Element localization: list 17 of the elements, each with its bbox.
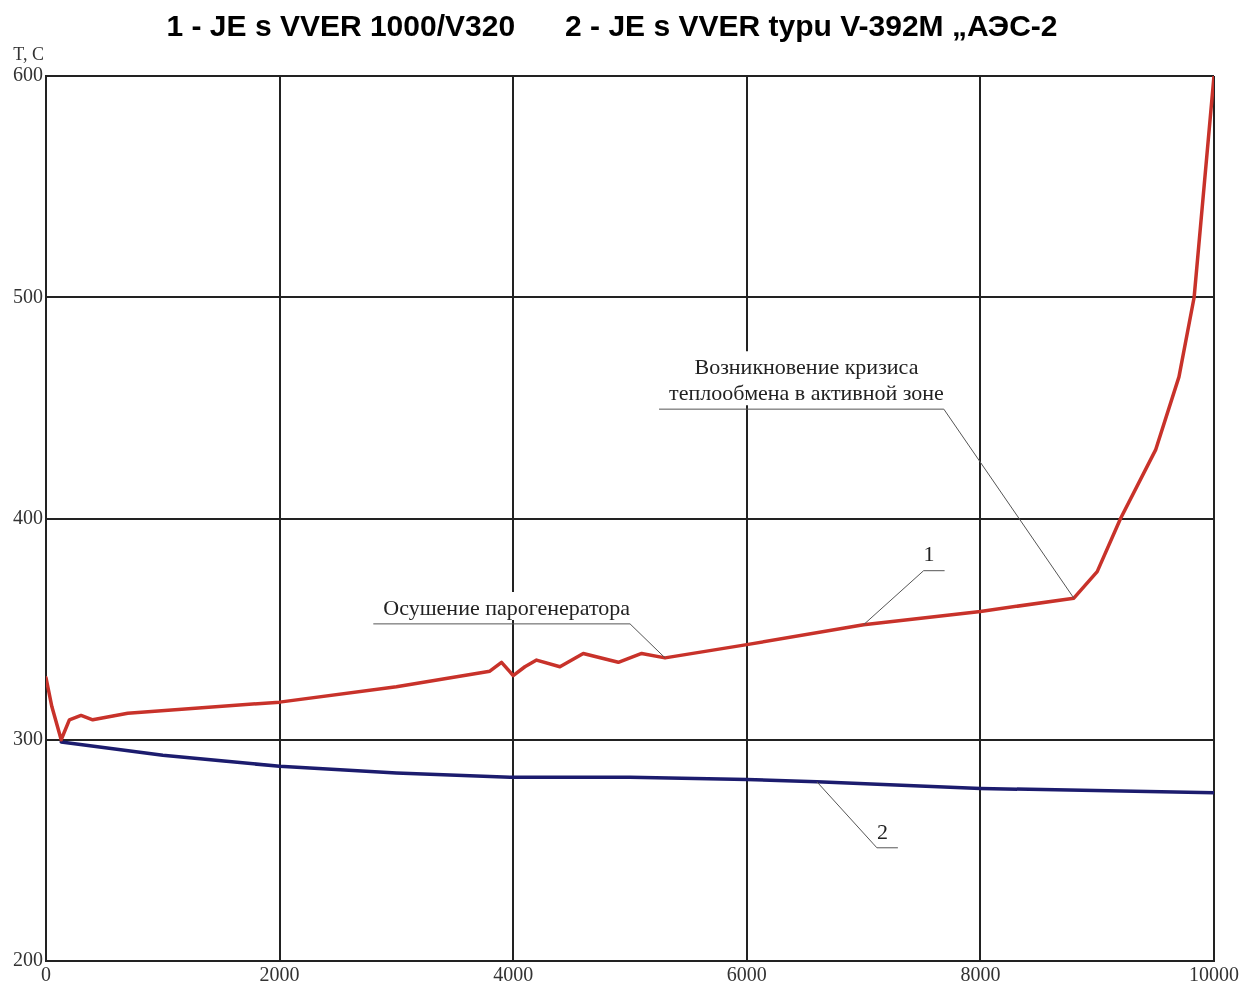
x-tick-label: 0 bbox=[41, 963, 51, 986]
x-tick-label: 4000 bbox=[493, 963, 534, 986]
x-tick-label: 6000 bbox=[726, 963, 767, 986]
annotation: 2 bbox=[876, 818, 888, 844]
x-tick-label: 2000 bbox=[259, 963, 300, 986]
annotation: Осушение парогенератора bbox=[383, 594, 631, 620]
y-tick-label: 300 bbox=[13, 727, 43, 749]
y-axis-title: T, C bbox=[13, 43, 44, 64]
y-tick-label: 400 bbox=[13, 505, 43, 528]
chart-title: 1 - JE s VVER 1000/V320 2 - JE s VVER typu V-392M „АЭС-2 bbox=[166, 9, 1058, 43]
x-tick-label: 10000 bbox=[1189, 963, 1239, 986]
x-tick-label: 8000 bbox=[960, 963, 1001, 986]
y-tick-label: 600 bbox=[13, 63, 43, 86]
y-tick-label: 200 bbox=[13, 948, 43, 971]
annotation: Возникновение кризиса теплообмена в активной зоне bbox=[669, 353, 944, 405]
annotation: 1 bbox=[923, 541, 935, 567]
y-tick-label: 500 bbox=[13, 284, 43, 307]
